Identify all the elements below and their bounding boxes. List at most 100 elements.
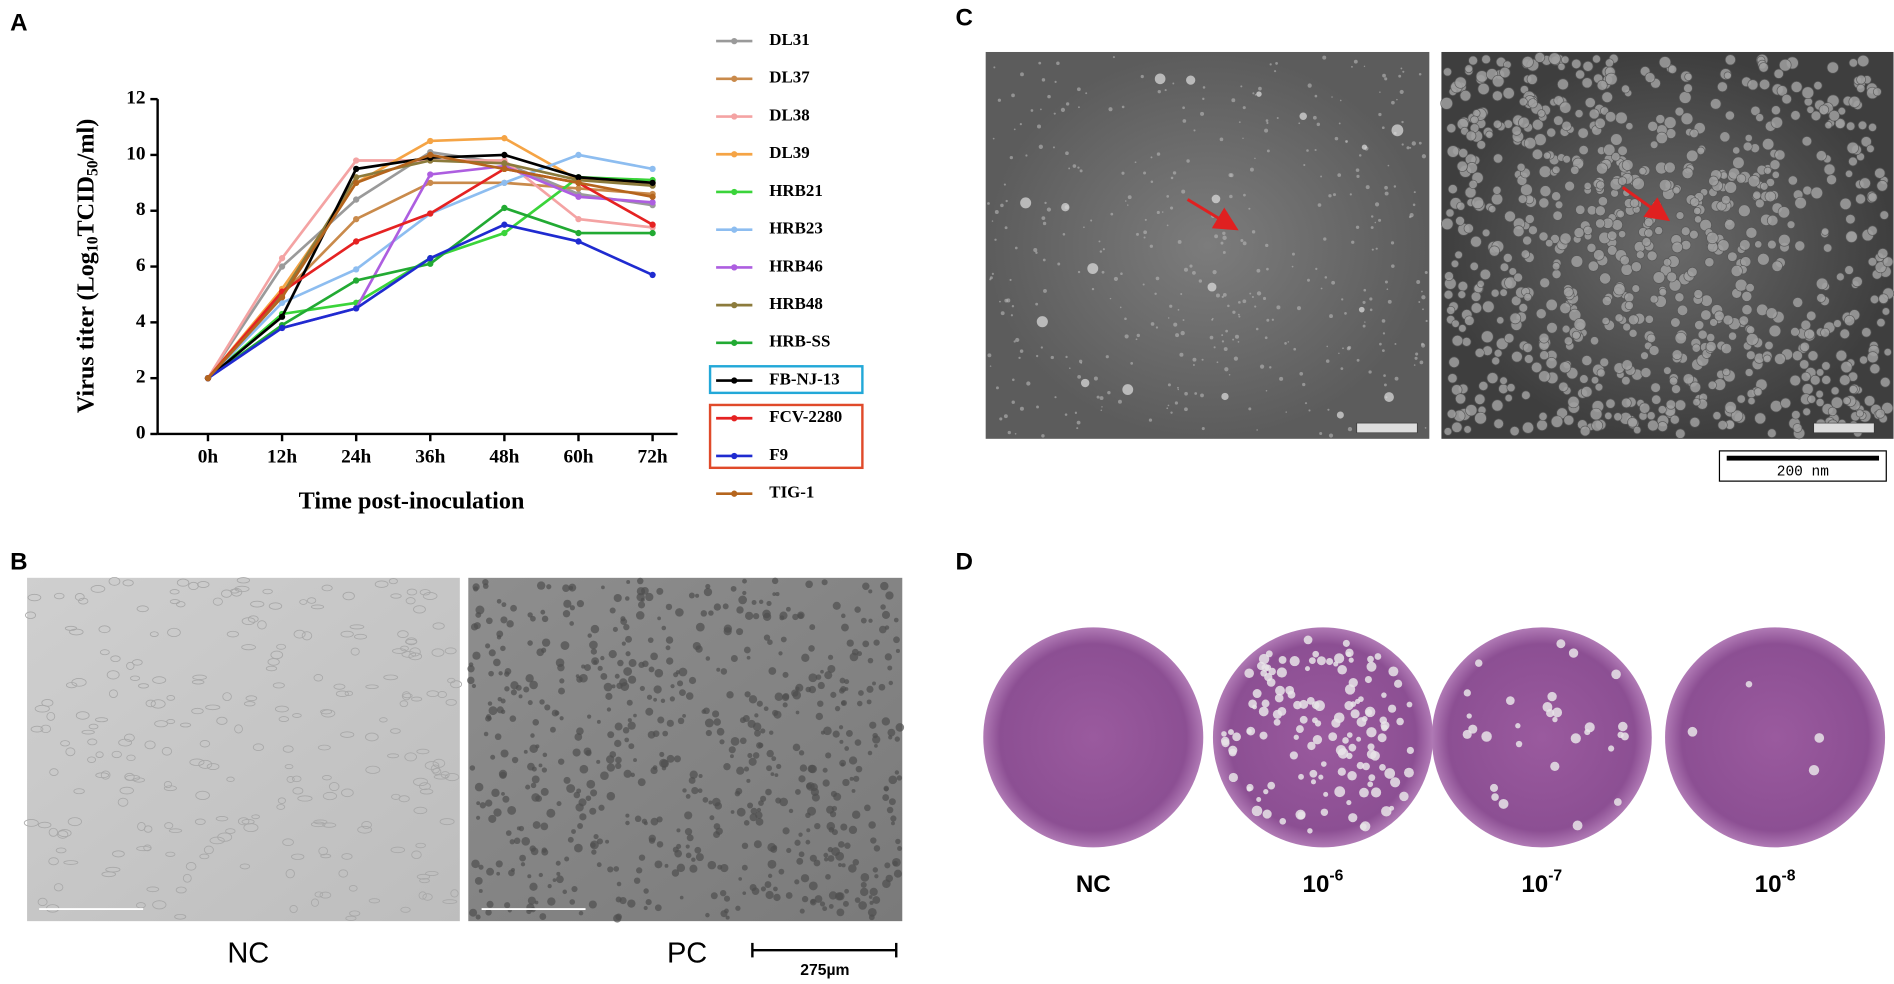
cell: [743, 646, 751, 654]
cell: [166, 695, 176, 701]
virion: [1499, 288, 1508, 297]
cell: [746, 778, 751, 783]
virion: [1806, 105, 1815, 114]
plaque: [1390, 777, 1401, 788]
particle: [1338, 122, 1341, 125]
virion: [1875, 408, 1886, 419]
cell: [771, 577, 779, 585]
cell: [625, 813, 630, 818]
virion: [1599, 272, 1612, 285]
cell: [541, 767, 548, 773]
virion: [1781, 93, 1792, 105]
virion: [1492, 153, 1504, 164]
plaque: [1303, 635, 1313, 645]
cell: [588, 900, 597, 909]
virion: [1792, 423, 1803, 433]
cell: [192, 674, 207, 680]
plaque: [1304, 666, 1310, 672]
particle: [1108, 107, 1113, 112]
cell: [869, 721, 877, 729]
y-tick-label: 10: [126, 143, 145, 164]
cell: [606, 755, 615, 764]
particle: [1211, 194, 1221, 204]
virion: [1881, 402, 1894, 415]
virion: [1454, 76, 1467, 89]
cell: [504, 668, 512, 675]
cell: [868, 914, 875, 921]
cell: [767, 859, 777, 869]
particle: [1036, 316, 1048, 328]
cell: [518, 694, 523, 699]
particle: [1130, 362, 1134, 365]
cell: [558, 687, 565, 695]
particle: [1167, 383, 1171, 387]
particle: [1166, 224, 1169, 227]
virion: [1581, 355, 1593, 366]
virion: [1561, 324, 1571, 334]
particle: [1308, 409, 1311, 412]
particle: [1026, 381, 1031, 386]
cell: [767, 842, 777, 852]
legend-marker: [731, 490, 738, 497]
plaque: [1568, 648, 1579, 658]
particle: [1378, 218, 1382, 222]
cell: [387, 753, 400, 759]
plaque: [1264, 673, 1273, 682]
virion: [1581, 77, 1593, 89]
cell: [95, 751, 104, 758]
particle: [987, 353, 992, 358]
cell: [25, 611, 37, 620]
virion: [1465, 404, 1478, 417]
virion: [1800, 371, 1811, 382]
cell: [601, 585, 605, 590]
plaque: [1359, 787, 1369, 798]
legend-label: HRB46: [769, 256, 823, 275]
virion: [1730, 409, 1744, 423]
plaque: [1273, 718, 1281, 726]
cell: [87, 756, 97, 763]
particle: [1011, 305, 1015, 308]
cell: [310, 898, 320, 907]
particle: [1182, 119, 1187, 123]
virion: [1835, 349, 1848, 362]
cell: [839, 739, 844, 744]
particle: [1019, 349, 1024, 353]
virion: [1570, 165, 1580, 175]
cell: [530, 847, 539, 856]
cell: [476, 801, 481, 806]
particle: [1192, 271, 1196, 275]
cell: [868, 895, 873, 899]
virion: [1750, 105, 1761, 117]
cell: [348, 884, 358, 892]
virion: [1649, 294, 1659, 304]
particle: [1242, 299, 1247, 304]
cell: [272, 682, 285, 689]
particle: [1154, 292, 1157, 296]
cell: [773, 710, 782, 719]
cell: [64, 625, 77, 631]
label-part: TCID: [72, 176, 99, 236]
virion: [1521, 390, 1531, 400]
particle: [1249, 167, 1254, 172]
plaque: [1312, 734, 1323, 745]
cell: [697, 788, 703, 794]
cell: [541, 615, 549, 623]
particle: [1264, 128, 1269, 133]
particle: [1349, 193, 1352, 196]
virion: [1640, 351, 1649, 360]
particle: [1060, 107, 1066, 112]
cell: [839, 677, 846, 684]
y-axis-label: Virus titer (Log10TCID50/ml): [72, 119, 101, 413]
plaque: [1258, 706, 1269, 717]
cell: [430, 764, 441, 774]
virion: [1454, 393, 1467, 405]
virion: [1511, 350, 1523, 363]
virion: [1596, 162, 1608, 175]
cell: [411, 850, 422, 860]
virion: [1464, 315, 1475, 326]
cell: [73, 788, 85, 795]
cell: [416, 748, 430, 755]
particle: [1183, 267, 1189, 272]
cell: [724, 908, 729, 914]
particle: [1387, 299, 1392, 304]
